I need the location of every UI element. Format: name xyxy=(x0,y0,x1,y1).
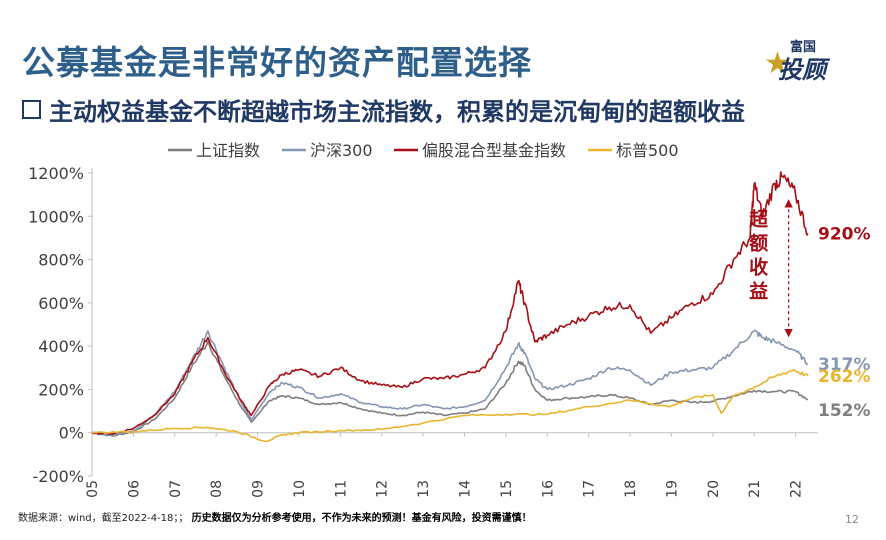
legend-label: 沪深300 xyxy=(310,141,373,160)
end-value-label: 262% xyxy=(818,367,871,387)
footer-note: 数据来源：wind，截至2022-4-18；； 历史数据仅为分析参考使用，不作为… xyxy=(18,509,532,524)
brand-logo: ★ 富国 投顾 xyxy=(764,36,874,86)
x-tick-label: 2008 xyxy=(209,480,225,498)
x-tick-label: 2022 xyxy=(789,480,805,498)
end-value-label: 920% xyxy=(818,225,871,245)
y-tick-label: -200% xyxy=(32,467,84,486)
x-tick-label: 2011 xyxy=(333,480,349,498)
annotation-char: 额 xyxy=(749,231,768,254)
footer-source: 数据来源：wind，截至2022-4-18；； xyxy=(18,513,189,524)
page-title: 公募基金是非常好的资产配置选择 xyxy=(22,43,532,82)
subtitle-text: 主动权益基金不断超越市场主流指数，积累的是沉甸甸的超额收益 xyxy=(49,98,745,126)
end-value-label: 152% xyxy=(818,401,871,421)
x-tick-label: 2019 xyxy=(664,480,680,498)
x-tick-label: 2018 xyxy=(623,480,639,498)
series-line-3 xyxy=(91,171,809,436)
x-tick-label: 2006 xyxy=(126,480,142,498)
x-tick-label: 2012 xyxy=(375,480,391,498)
y-tick-label: 1000% xyxy=(28,207,84,226)
y-tick-label: 800% xyxy=(38,251,84,270)
x-tick-label: 2005 xyxy=(85,480,101,498)
x-tick-label: 2010 xyxy=(292,480,308,498)
x-tick-label: 2014 xyxy=(457,480,473,498)
x-tick-label: 2007 xyxy=(168,480,184,498)
x-tick-label: 2020 xyxy=(706,480,722,498)
x-tick-label: 2017 xyxy=(582,480,598,498)
end-value-label: 317% xyxy=(818,355,871,375)
y-tick-label: 200% xyxy=(38,380,84,399)
series-line-1 xyxy=(91,341,809,437)
legend-label: 偏股混合型基金指数 xyxy=(422,141,566,160)
legend-label: 上证指数 xyxy=(196,141,260,160)
annotation-char: 超 xyxy=(748,207,769,230)
series-line-2 xyxy=(91,329,809,437)
y-tick-label: 400% xyxy=(38,337,84,356)
y-tick-label: 0% xyxy=(59,424,84,443)
bullet-box-icon xyxy=(22,100,41,119)
x-tick-label: 2013 xyxy=(416,480,432,498)
star-icon: ★ xyxy=(764,46,791,81)
page-number: 12 xyxy=(845,513,859,526)
series-line-4 xyxy=(91,369,809,443)
annotation-char: 益 xyxy=(749,279,768,302)
y-tick-label: 600% xyxy=(38,294,84,313)
slide-subtitle: 主动权益基金不断超越市场主流指数，积累的是沉甸甸的超额收益 xyxy=(22,92,745,127)
y-tick-label: 1200% xyxy=(28,164,84,183)
logo-top-text: 富国 xyxy=(790,40,817,55)
x-tick-label: 2021 xyxy=(747,480,763,498)
annotation-char: 收 xyxy=(749,255,768,278)
footer-disclaimer: 历史数据仅为分析参考使用，不作为未来的预测！基金有风险，投资需谨慎！ xyxy=(191,513,532,524)
performance-chart: -200% 0% 200% 400% 600% 800% 1000% 1200% 2005 200… xyxy=(28,141,871,498)
x-tick-label: 2016 xyxy=(540,480,556,498)
legend-label: 标普500 xyxy=(616,141,679,160)
x-tick-label: 2009 xyxy=(251,480,267,498)
logo-bottom-text: 投顾 xyxy=(778,56,826,84)
x-tick-label: 2015 xyxy=(499,480,515,498)
